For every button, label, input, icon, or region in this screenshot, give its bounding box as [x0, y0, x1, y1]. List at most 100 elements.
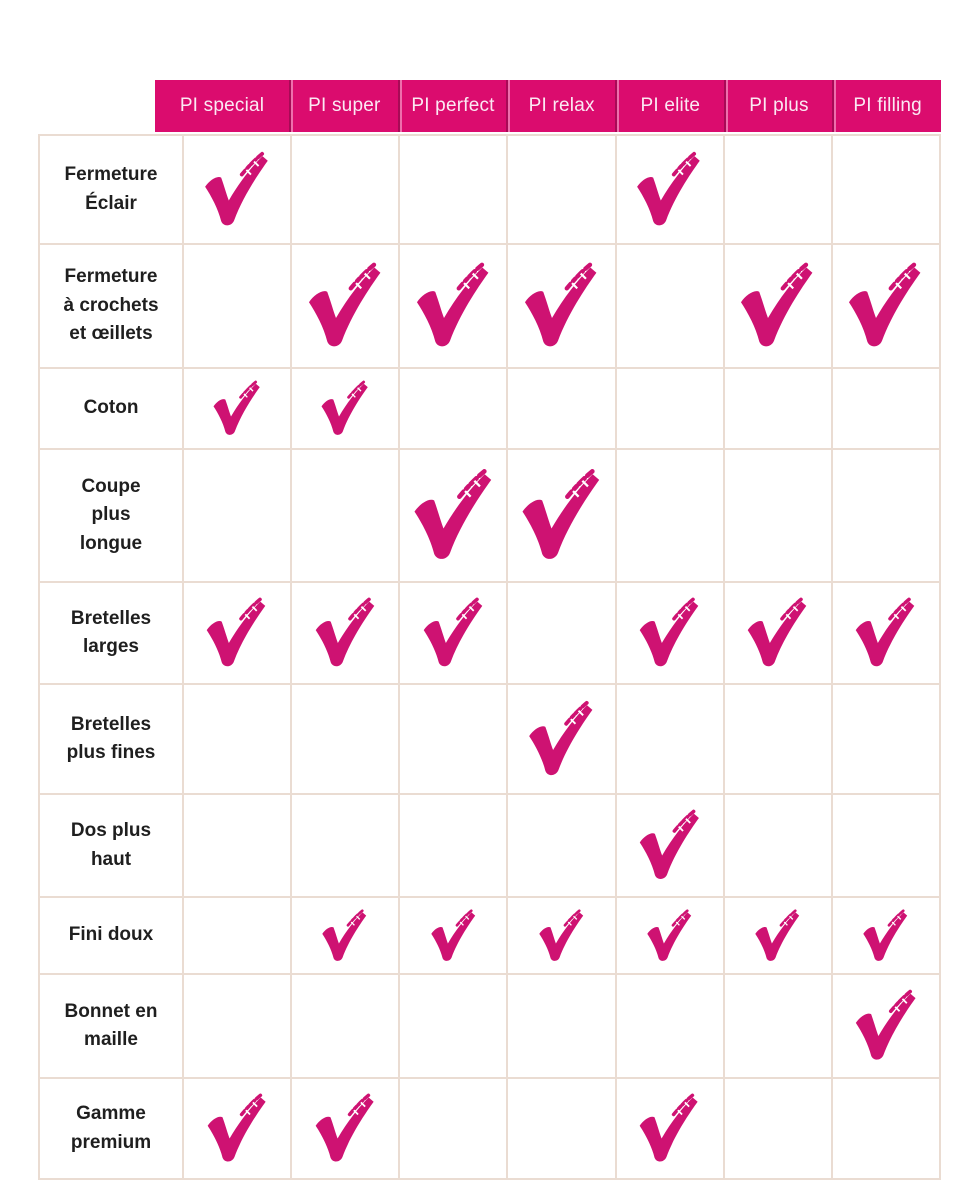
- checkmark-icon: [639, 596, 699, 667]
- feature-cell-empty: [616, 245, 723, 367]
- checkmark-icon: [637, 150, 701, 226]
- feature-cell-checked: [616, 1079, 723, 1178]
- feature-cell-empty: [724, 795, 831, 896]
- checkmark-icon: [522, 467, 599, 560]
- table-header-row: PI special PI super PI perfect PI relax PI e…: [155, 80, 942, 132]
- feature-cell-empty: [400, 1079, 507, 1178]
- checkmark-icon: [647, 907, 692, 961]
- feature-cell-empty: [400, 369, 507, 448]
- feature-cell-checked: [508, 898, 615, 973]
- feature-cell-empty: [616, 450, 723, 581]
- feature-cell-empty: [724, 136, 831, 243]
- checkmark-icon: [204, 150, 268, 226]
- feature-cell-checked: [400, 245, 507, 367]
- column-header-pi-special: PI special: [155, 80, 289, 132]
- feature-cell-checked: [184, 1079, 291, 1178]
- checkmark-icon: [747, 596, 807, 667]
- feature-cell-checked: [724, 898, 831, 973]
- checkmark-icon: [855, 596, 915, 667]
- checkmark-icon: [741, 261, 813, 347]
- feature-cell-checked: [724, 245, 831, 367]
- feature-cell-checked: [508, 450, 615, 581]
- row-label: Bretelles plus fines: [40, 685, 182, 793]
- checkmark-icon: [315, 596, 374, 667]
- column-header-label: PI plus: [749, 95, 809, 116]
- column-header-label: PI elite: [640, 95, 701, 116]
- feature-cell-checked: [292, 583, 399, 683]
- feature-cell-empty: [184, 450, 291, 581]
- table-body: Fermeture Éclair Fermeture à crochets et…: [38, 134, 941, 1180]
- column-header-pi-relax: PI relax: [506, 80, 616, 132]
- feature-cell-checked: [184, 369, 291, 448]
- checkmark-icon: [308, 261, 381, 347]
- column-header-label: PI perfect: [411, 95, 495, 116]
- row-label-text: Fermeture à crochets et œillets: [63, 266, 159, 345]
- feature-cell-checked: [508, 685, 615, 793]
- column-header-label: PI super: [308, 95, 381, 116]
- column-header-label: PI special: [179, 95, 265, 116]
- feature-cell-empty: [292, 685, 399, 793]
- column-header-label: PI filling: [853, 95, 922, 116]
- checkmark-icon: [416, 261, 489, 347]
- feature-cell-checked: [400, 583, 507, 683]
- feature-cell-empty: [724, 1079, 831, 1178]
- feature-cell-checked: [292, 898, 399, 973]
- column-header-pi-perfect: PI perfect: [397, 80, 507, 132]
- feature-cell-empty: [832, 685, 939, 793]
- checkmark-icon: [414, 467, 491, 560]
- feature-cell-empty: [184, 245, 291, 367]
- feature-cell-empty: [832, 1079, 939, 1178]
- feature-cell-empty: [184, 975, 291, 1077]
- row-label-text: Dos plus haut: [70, 820, 152, 870]
- checkmark-icon: [207, 596, 266, 667]
- row-label-text: Gamme premium: [70, 1103, 152, 1153]
- feature-cell-empty: [400, 685, 507, 793]
- feature-cell-checked: [832, 245, 939, 367]
- feature-cell-empty: [832, 369, 939, 448]
- checkmark-icon: [863, 907, 908, 961]
- feature-cell-checked: [616, 136, 723, 243]
- column-header-pi-super: PI super: [289, 80, 398, 132]
- row-label-text: Coupe plus longue: [79, 475, 143, 554]
- feature-cell-empty: [832, 795, 939, 896]
- checkmark-icon: [524, 261, 597, 347]
- feature-cell-empty: [508, 975, 615, 1077]
- feature-cell-checked: [724, 583, 831, 683]
- checkmark-icon: [639, 1092, 698, 1162]
- checkmark-icon: [639, 808, 699, 880]
- row-label: Fermeture à crochets et œillets: [40, 245, 182, 367]
- feature-cell-empty: [184, 795, 291, 896]
- column-header-pi-filling: PI filling: [832, 80, 942, 132]
- row-label: Gamme premium: [40, 1079, 182, 1178]
- feature-cell-checked: [292, 1079, 399, 1178]
- row-label-text: Coton: [83, 397, 139, 419]
- feature-cell-empty: [292, 450, 399, 581]
- row-label: Bonnet en maille: [40, 975, 182, 1077]
- row-label-text: Bretelles larges: [70, 607, 152, 658]
- feature-cell-empty: [508, 1079, 615, 1178]
- feature-cell-empty: [616, 975, 723, 1077]
- checkmark-icon: [321, 379, 368, 435]
- row-label-text: Fini doux: [68, 924, 154, 946]
- checkmark-icon: [207, 1092, 266, 1162]
- feature-cell-empty: [832, 136, 939, 243]
- row-label: Coupe plus longue: [40, 450, 182, 581]
- feature-cell-empty: [292, 975, 399, 1077]
- feature-cell-empty: [724, 369, 831, 448]
- feature-cell-checked: [832, 898, 939, 973]
- feature-cell-empty: [724, 975, 831, 1077]
- feature-cell-empty: [400, 136, 507, 243]
- feature-cell-checked: [292, 369, 399, 448]
- feature-cell-empty: [508, 136, 615, 243]
- column-header-pi-plus: PI plus: [723, 80, 833, 132]
- checkmark-icon: [213, 379, 260, 435]
- checkmark-icon: [315, 1092, 374, 1162]
- feature-cell-checked: [616, 898, 723, 973]
- checkmark-icon: [529, 699, 593, 775]
- feature-cell-empty: [616, 685, 723, 793]
- row-label: Coton: [40, 369, 182, 448]
- feature-cell-empty: [292, 136, 399, 243]
- feature-cell-checked: [184, 136, 291, 243]
- feature-cell-empty: [616, 369, 723, 448]
